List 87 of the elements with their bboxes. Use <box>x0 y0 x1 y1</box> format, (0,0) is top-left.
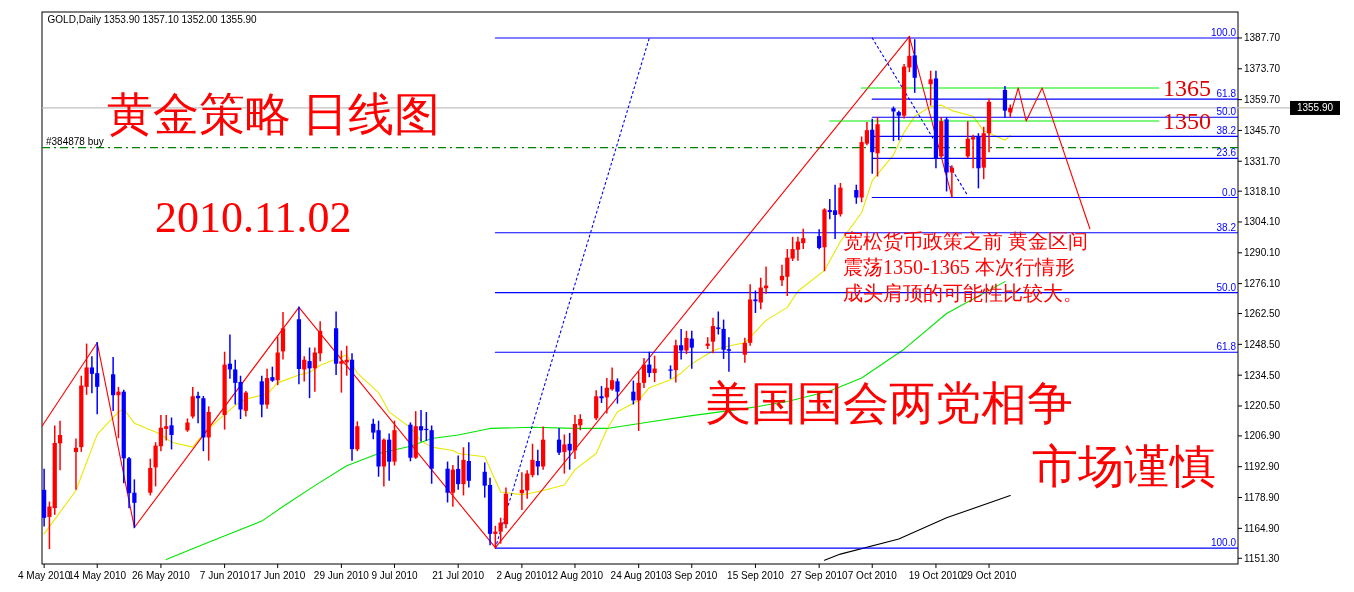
line-series <box>823 495 1011 561</box>
annotation: 23.6 <box>1216 147 1237 159</box>
candlestick <box>116 386 121 439</box>
annotation: GOLD,Daily 1353.90 1357.10 1352.00 1355.90 <box>47 13 258 25</box>
x-tick-label: 14 May 2010 <box>68 570 127 581</box>
ref-line-label: #384878 buy <box>46 135 104 147</box>
annotation: 50.0 <box>1216 106 1237 118</box>
candlestick <box>641 358 647 389</box>
x-tick-label: 17 Jun 2010 <box>250 570 306 581</box>
candlestick <box>456 455 461 490</box>
x-tick-label: 2 Aug 2010 <box>496 570 548 581</box>
annotation: 38.2 <box>1216 125 1237 137</box>
y-tick-label: 1276.10 <box>1244 278 1281 290</box>
y-tick-label: 1248.50 <box>1244 338 1281 350</box>
candlestick <box>758 277 763 310</box>
annotation: 震荡1350-1365 本次行情形 <box>843 256 1075 279</box>
x-tick-label: 27 Sep 2010 <box>790 570 848 581</box>
annotation: 市场谨慎 <box>1032 441 1217 493</box>
x-tick-label: 26 May 2010 <box>132 570 191 581</box>
x-tick-label: 19 Oct 2010 <box>908 570 964 581</box>
candlestick <box>562 434 567 474</box>
x-tick-label: 29 Jun 2010 <box>313 570 370 581</box>
candlestick <box>445 461 450 503</box>
y-tick-label: 1206.90 <box>1244 430 1281 442</box>
annotation: 38.2 <box>1216 221 1237 233</box>
y-tick-label: 1164.90 <box>1244 522 1280 534</box>
annotation: 100.0 <box>1210 26 1237 38</box>
annotation: 0.0 <box>1222 186 1237 198</box>
y-tick-label: 1387.70 <box>1244 32 1281 44</box>
x-tick-label: 15 Sep 2010 <box>727 570 785 581</box>
candlestick <box>556 428 562 455</box>
annotation: 50.0 <box>1216 281 1237 293</box>
candlestick <box>710 317 716 354</box>
annotation: 100.0 <box>1210 537 1237 549</box>
candlestick <box>742 337 747 363</box>
candlestick <box>636 371 641 431</box>
candlestick <box>111 357 116 411</box>
text: 黄金策略 日线图 <box>106 89 441 141</box>
candlestick <box>466 442 471 488</box>
y-tick-label: 1345.70 <box>1244 124 1281 136</box>
candlestick <box>684 330 689 355</box>
candlestick <box>89 356 95 394</box>
annotation: 61.8 <box>1216 341 1237 353</box>
candlestick <box>307 347 312 399</box>
candlestick <box>153 442 158 487</box>
candlestick <box>243 390 248 417</box>
candlestick <box>169 417 174 450</box>
candlestick <box>716 311 721 335</box>
x-tick-label: 12 Aug 2010 <box>546 570 604 581</box>
x-tick-label: 21 Jul 2010 <box>432 570 485 581</box>
candlestick <box>615 378 620 404</box>
y-tick-label: 1178.90 <box>1244 492 1280 504</box>
y-tick-label: 1234.50 <box>1244 369 1281 381</box>
y-tick-label: 1192.90 <box>1244 461 1280 473</box>
ref-line-label: 1355.90 <box>1296 102 1334 114</box>
candlestick <box>928 70 933 106</box>
y-tick-label: 1304.10 <box>1244 216 1281 228</box>
x-tick-label: 29 Oct 2010 <box>961 570 1017 581</box>
y-tick-label: 1290.10 <box>1244 247 1281 259</box>
annotation: 1365 <box>1162 74 1211 101</box>
text: 2010.11.02 <box>155 192 352 242</box>
x-tick-label: 7 Oct 2010 <box>847 570 898 581</box>
y-tick-label: 1373.70 <box>1244 63 1281 75</box>
annotation: 61.8 <box>1216 88 1237 100</box>
candlestick <box>132 479 137 529</box>
candlestick <box>158 414 164 452</box>
candlestick <box>387 433 392 481</box>
candlestick <box>450 465 455 507</box>
y-tick-label: 1262.50 <box>1244 308 1281 320</box>
candlestick <box>355 421 360 452</box>
candlestick <box>190 386 195 419</box>
x-tick-label: 24 Aug 2010 <box>610 570 668 581</box>
x-tick-label: 4 May 2010 <box>17 570 71 581</box>
y-tick-label: 1331.70 <box>1244 155 1281 167</box>
candlestick <box>259 375 264 418</box>
x-tick-label: 9 Jul 2010 <box>371 570 418 581</box>
y-tick-label: 1318.10 <box>1244 185 1281 197</box>
candlestick <box>280 312 286 360</box>
candlestick <box>594 390 599 420</box>
y-tick-label: 1151.30 <box>1244 552 1280 564</box>
candlestick <box>652 355 657 383</box>
y-tick-label: 1359.70 <box>1244 94 1281 106</box>
x-tick-label: 3 Sep 2010 <box>666 570 718 581</box>
annotation: 宽松货币政策之前 黄金区间 <box>843 230 1089 253</box>
candlestick <box>965 121 970 159</box>
x-tick-label: 7 Jun 2010 <box>199 570 250 581</box>
y-tick-label: 1220.50 <box>1244 400 1281 412</box>
